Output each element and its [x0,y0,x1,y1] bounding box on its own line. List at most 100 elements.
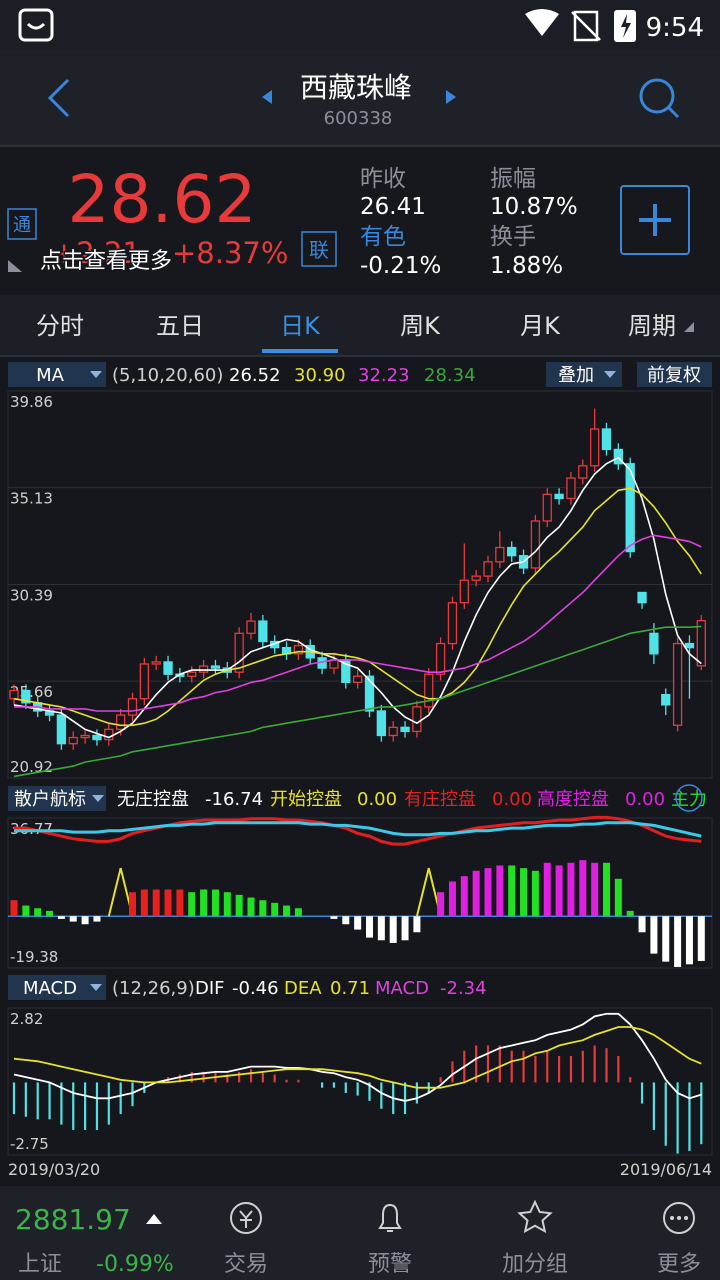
candle-body [246,620,256,634]
alert-icon[interactable] [378,1203,402,1232]
help-button[interactable] [675,784,703,812]
candle-body [459,579,469,604]
y-tick-label: 25.66 [10,683,53,701]
index-bar [674,916,682,967]
nav-label[interactable]: 交易 [224,1252,268,1277]
index-value[interactable]: 2881.97 [15,1203,131,1236]
spike [107,867,134,917]
candle-body [400,726,410,733]
nav-label[interactable]: 加分组 [502,1252,568,1277]
dropdown-arrow [604,371,616,378]
tab[interactable]: 日K [280,312,321,340]
candle-body [637,591,647,604]
ma-line [14,534,702,712]
tab[interactable]: 周期 [628,312,676,340]
stat-label: 振幅 [490,166,536,192]
indicator-name: MA [36,365,65,386]
app-icon-smile [26,22,46,30]
candle-body [471,575,481,581]
index-bar [129,892,136,917]
tab[interactable]: 五日 [156,312,204,340]
badge-lian-label: 联 [309,238,329,262]
indicator-params: (5,10,20,60) [112,365,223,386]
next-stock[interactable] [446,90,456,104]
badge-lian[interactable] [301,231,337,267]
candle-body [625,463,635,553]
index-bar [472,870,480,917]
index-bar [152,889,160,917]
panel-frame [7,1007,713,1156]
search-button[interactable] [639,78,675,114]
spike [415,867,442,917]
legend-name: 有庄控盘 [404,789,476,810]
stock-name: 西藏珠峰 [300,71,412,104]
index-bar [200,889,208,917]
candle-body [590,428,600,467]
candle-body [435,642,446,675]
index-bar [354,916,362,930]
index-bar [164,889,172,917]
overlay-label: 叠加 [558,365,594,386]
index-bar [389,916,397,943]
y-tick-label: 2.82 [10,1010,43,1028]
candle-body [495,546,505,563]
badge-tong[interactable] [7,208,37,240]
clock: 9:54 [646,13,704,43]
dropdown-arrow [90,371,102,378]
index-bar [555,865,563,917]
index-bar [57,916,65,919]
stat-label: 有色 [360,224,406,250]
trade-icon[interactable] [230,1202,262,1234]
candle-body [80,734,90,739]
search-handle [667,106,680,119]
battery-bolt [621,14,631,38]
indicator-select[interactable] [8,786,106,811]
index-bar [626,910,634,917]
index-bar [543,862,551,917]
index-bar [22,905,30,917]
tab[interactable]: 月K [520,312,561,340]
indicator-select[interactable] [8,362,106,387]
candle-body [542,493,552,522]
adjust-button[interactable] [637,362,712,387]
nav-label[interactable]: 更多 [657,1252,701,1277]
index-bar [235,894,243,917]
index-line [14,821,702,838]
legend-name: 开始控盘 [270,789,342,810]
candle-body [68,736,78,745]
candle-body [198,665,209,673]
index-bar [531,870,539,917]
indicator-select[interactable] [8,975,106,1000]
back-button[interactable] [47,78,70,118]
tip[interactable]: 点击查看更多 [39,248,174,276]
add-watchlist[interactable] [620,185,690,255]
header [0,50,720,145]
legend-value: 0.00 [492,789,532,810]
y-tick-label: 30.39 [10,587,53,605]
group-icon[interactable] [517,1199,553,1234]
more-icon[interactable] [663,1202,695,1234]
candle-body [376,710,387,737]
wifi-icon [525,9,559,36]
tab[interactable]: 分时 [36,312,84,340]
index-bar [283,905,291,917]
candle-body [234,632,244,673]
y-tick-label: 35.13 [10,490,53,508]
tip-arrow [8,260,22,272]
ma-line [13,487,702,727]
legend-value: -2.34 [440,978,487,999]
candle-body [649,632,659,655]
index-bar [567,862,575,917]
price-change: +2.21 [52,236,141,270]
tab[interactable]: 周K [400,312,441,340]
prev-stock[interactable] [262,90,272,104]
index-expand[interactable] [146,1214,162,1224]
candle-body [578,465,588,479]
index-bar [271,902,279,917]
index-bar [591,862,599,917]
ma-value: 28.34 [424,365,476,386]
plus-icon [639,204,671,236]
nav-label[interactable]: 预警 [368,1252,412,1277]
